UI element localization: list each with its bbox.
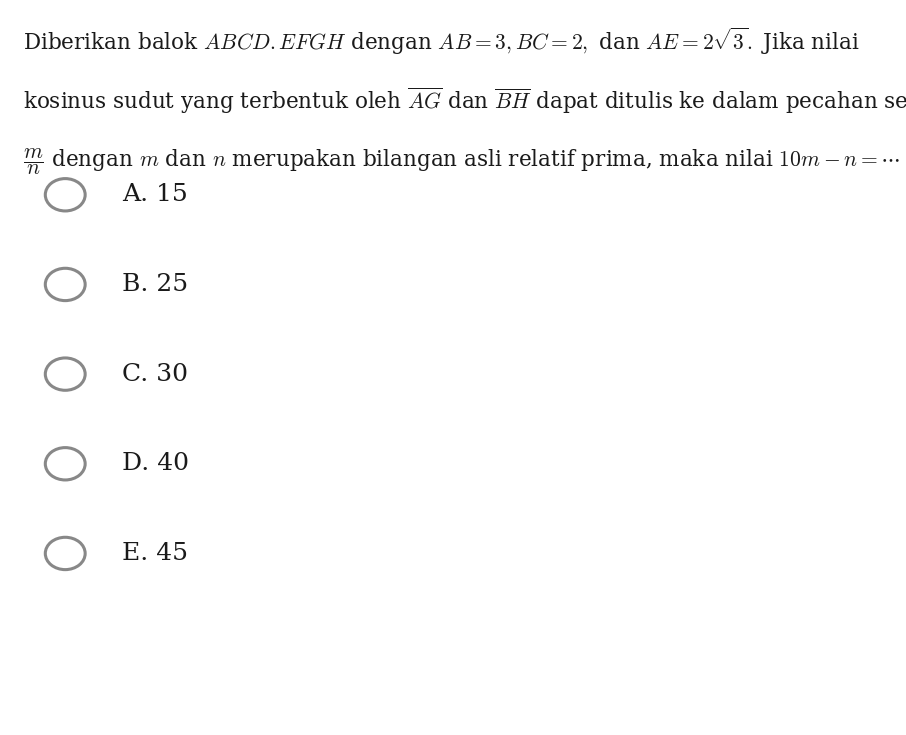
Text: A. 15: A. 15 [122,183,188,207]
Text: kosinus sudut yang terbentuk oleh $\overline{AG}$ dan $\overline{BH}$ dapat ditu: kosinus sudut yang terbentuk oleh $\over… [23,86,906,116]
Text: D. 40: D. 40 [122,452,189,476]
Text: E. 45: E. 45 [122,542,188,565]
Text: B. 25: B. 25 [122,273,188,296]
Text: $\dfrac{m}{n}$ dengan $m$ dan $n$ merupakan bilangan asli relatif prima, maka ni: $\dfrac{m}{n}$ dengan $m$ dan $n$ merupa… [23,146,900,177]
Text: Diberikan balok $\mathit{ABCD.EFGH}$ dengan $AB = 3, BC = 2,$ dan $AE = 2\sqrt{3: Diberikan balok $\mathit{ABCD.EFGH}$ den… [23,26,860,57]
Text: C. 30: C. 30 [122,362,188,386]
